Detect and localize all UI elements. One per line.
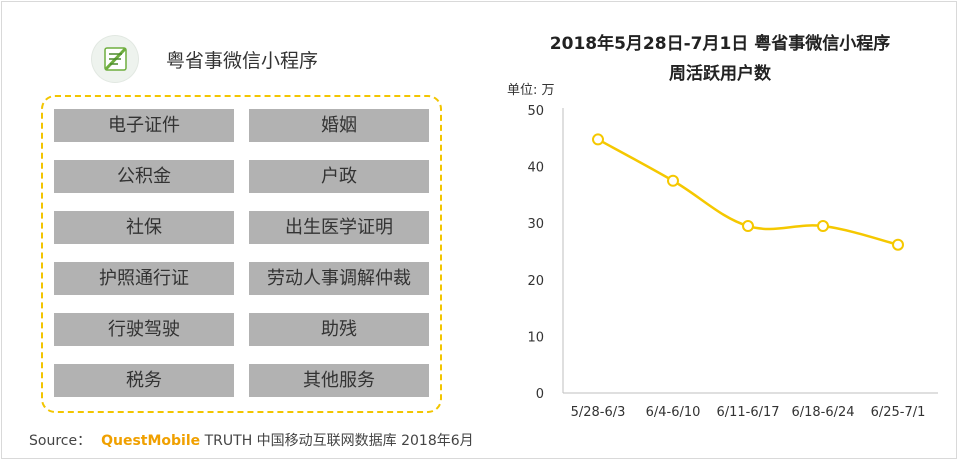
data-point <box>742 220 754 233</box>
x-tick-label: 5/28-6/3 <box>571 405 626 420</box>
app-logo <box>92 36 138 82</box>
feature-item: 社保 <box>54 211 234 244</box>
feature-item: 婚姻 <box>249 109 429 142</box>
data-point <box>817 220 829 233</box>
feature-item: 助残 <box>249 313 429 346</box>
feature-item: 户政 <box>249 160 429 193</box>
source-brand: QuestMobile <box>101 433 201 449</box>
data-point <box>667 174 679 187</box>
chart-subtitle: 周活跃用户数 <box>669 64 771 84</box>
y-tick-label: 30 <box>527 217 544 232</box>
y-tick-label: 20 <box>527 274 544 289</box>
feature-panel <box>41 95 442 413</box>
feature-item: 行驶驾驶 <box>54 313 234 346</box>
y-tick-label: 50 <box>527 104 544 119</box>
app-title: 粤省事微信小程序 <box>166 50 319 72</box>
chart-unit-label: 单位: 万 <box>507 83 555 98</box>
feature-item: 税务 <box>54 364 234 397</box>
feature-item: 出生医学证明 <box>249 211 429 244</box>
x-tick-label: 6/18-6/24 <box>791 405 854 420</box>
data-point <box>592 133 604 146</box>
source-text: TRUTH 中国移动互联网数据库 2018年6月 <box>204 433 474 449</box>
feature-item: 电子证件 <box>54 109 234 142</box>
feature-item: 劳动人事调解仲裁 <box>249 262 429 295</box>
feature-item: 护照通行证 <box>54 262 234 295</box>
y-tick-label: 0 <box>536 387 544 402</box>
source-label: Source： <box>29 433 92 449</box>
feature-item: 公积金 <box>54 160 234 193</box>
x-tick-label: 6/4-6/10 <box>646 405 701 420</box>
x-tick-label: 6/25-7/1 <box>871 405 926 420</box>
feature-item: 其他服务 <box>249 364 429 397</box>
source-note: Source： QuestMobile TRUTH 中国移动互联网数据库 2018… <box>29 430 474 450</box>
app-logo-icon <box>104 47 127 71</box>
x-tick-label: 6/11-6/17 <box>716 405 779 420</box>
data-point <box>892 238 904 251</box>
y-tick-label: 10 <box>527 330 544 345</box>
chart-title: 2018年5月28日-7月1日 粤省事微信小程序 <box>549 34 891 54</box>
y-tick-label: 40 <box>527 161 544 176</box>
